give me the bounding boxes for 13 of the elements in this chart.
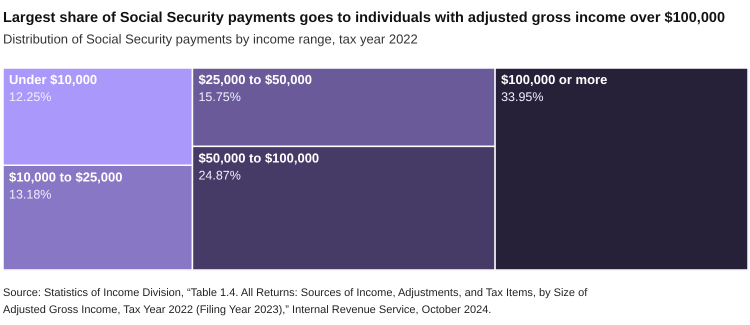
- data-label: 15.75%: [198, 90, 241, 104]
- category-label: $10,000 to $25,000: [9, 169, 122, 184]
- category-label: $50,000 to $100,000: [198, 150, 320, 166]
- source-note: Source: Statistics of Income Division, “Table 1.4. All Returns: Sources of Income, Adjustments, and Tax Items, by Size of Adjusted Gross Income, Tax Year 2022 (Filing Year 2023),” Internal Revenue Service, October 2024.: [3, 287, 588, 316]
- data-label: 13.18%: [9, 187, 52, 202]
- category-label: Under $10,000: [9, 72, 98, 87]
- data-label: 33.95%: [501, 90, 544, 104]
- data-label: 12.25%: [9, 90, 52, 104]
- text: Largest share of Social Security payments goes to individuals with adjusted gross income over $100,000: [3, 10, 726, 26]
- text: Distribution of Social Security payments by income range, tax year 2022: [3, 31, 418, 46]
- data-label: 24.87%: [198, 168, 241, 182]
- category-label: $100,000 or more: [501, 72, 608, 87]
- category-label: $25,000 to $50,000: [198, 72, 312, 87]
